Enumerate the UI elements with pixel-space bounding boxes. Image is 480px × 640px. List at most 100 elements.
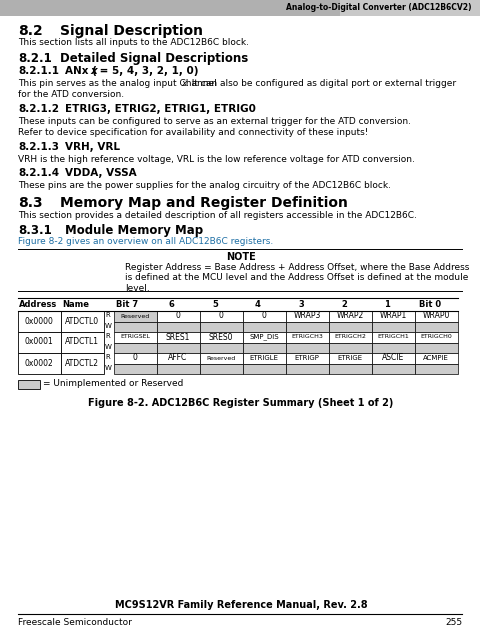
Text: VDDA, VSSA: VDDA, VSSA <box>65 168 136 178</box>
Bar <box>114 343 156 353</box>
Text: Bit 7: Bit 7 <box>116 300 138 309</box>
Text: Figure 8-2. ADC12B6C Register Summary (Sheet 1 of 2): Figure 8-2. ADC12B6C Register Summary (S… <box>88 398 393 408</box>
Text: R: R <box>105 312 109 318</box>
Bar <box>61 353 104 374</box>
Text: SRES0: SRES0 <box>208 333 233 342</box>
Bar <box>114 332 156 343</box>
Text: MC9S12VR Family Reference Manual, Rev. 2.8: MC9S12VR Family Reference Manual, Rev. 2… <box>114 600 367 610</box>
Bar <box>414 353 457 364</box>
Text: 3: 3 <box>298 300 303 309</box>
Text: Signal Description: Signal Description <box>60 24 203 38</box>
Bar <box>242 364 286 374</box>
Text: SRES1: SRES1 <box>166 333 190 342</box>
Text: These pins are the power supplies for the analog circuitry of the ADC12B6C block: These pins are the power supplies for th… <box>18 181 390 190</box>
Text: W: W <box>105 365 112 371</box>
Bar <box>371 322 414 332</box>
Text: 8.2: 8.2 <box>18 24 43 38</box>
Text: This section provides a detailed description of all registers accessible in the : This section provides a detailed descrip… <box>18 211 416 220</box>
Bar <box>200 322 242 332</box>
Text: . It can also be configured as digital port or external trigger: . It can also be configured as digital p… <box>186 79 455 88</box>
Bar <box>114 364 156 374</box>
Bar <box>242 311 286 322</box>
Bar <box>18 298 457 311</box>
Bar <box>156 343 200 353</box>
Text: 5: 5 <box>212 300 217 309</box>
Text: Register Address = Base Address + Address Offset, where the Base Address
is defi: Register Address = Base Address + Addres… <box>125 263 468 293</box>
Text: 8.2.1.3: 8.2.1.3 <box>18 142 59 152</box>
Text: ATDCTL2: ATDCTL2 <box>65 358 99 367</box>
Text: 0x0000: 0x0000 <box>24 317 53 326</box>
Bar <box>156 332 200 343</box>
Bar <box>114 311 156 322</box>
Bar <box>200 353 242 364</box>
Bar <box>242 353 286 364</box>
Bar <box>414 364 457 374</box>
Text: WRAP3: WRAP3 <box>293 312 320 321</box>
Text: 8.3: 8.3 <box>18 196 43 210</box>
Bar <box>156 322 200 332</box>
Bar <box>339 0 480 16</box>
Text: 0x0002: 0x0002 <box>24 358 53 367</box>
Bar <box>286 322 328 332</box>
Text: WRAP1: WRAP1 <box>379 312 406 321</box>
Text: x: x <box>180 79 186 88</box>
Text: ETRIGE: ETRIGE <box>337 355 362 361</box>
Text: ETRIGCH0: ETRIGCH0 <box>419 335 451 339</box>
Text: Module Memory Map: Module Memory Map <box>65 224 203 237</box>
Text: Bit 0: Bit 0 <box>418 300 440 309</box>
Text: 255: 255 <box>444 618 461 627</box>
Text: W: W <box>105 344 112 350</box>
Text: ATDCTL1: ATDCTL1 <box>65 337 99 346</box>
Text: 8.2.1.2: 8.2.1.2 <box>18 104 59 114</box>
Text: 6: 6 <box>168 300 175 309</box>
Bar <box>414 311 457 322</box>
Text: ETRIGCH2: ETRIGCH2 <box>334 335 365 339</box>
Bar <box>200 332 242 343</box>
Text: 0: 0 <box>175 312 180 321</box>
Text: 2: 2 <box>340 300 346 309</box>
Text: Name: Name <box>62 300 89 309</box>
Text: 0: 0 <box>132 353 137 362</box>
Bar <box>328 343 371 353</box>
Text: This pin serves as the analog input Channel: This pin serves as the analog input Chan… <box>18 79 219 88</box>
Text: 8.3.1: 8.3.1 <box>18 224 52 237</box>
Bar <box>114 353 156 364</box>
Bar <box>200 311 242 322</box>
Text: Analog-to-Digital Converter (ADC12B6CV2): Analog-to-Digital Converter (ADC12B6CV2) <box>286 3 471 13</box>
Text: ETRIGCH3: ETRIGCH3 <box>290 335 322 339</box>
Text: NOTE: NOTE <box>226 252 255 262</box>
Text: Figure 8-2 gives an overview on all ADC12B6C registers.: Figure 8-2 gives an overview on all ADC1… <box>18 237 273 246</box>
Text: AFFC: AFFC <box>168 353 187 362</box>
Bar <box>18 380 40 389</box>
Text: Reserved: Reserved <box>206 355 235 360</box>
Bar <box>0 0 480 16</box>
Bar <box>286 343 328 353</box>
Text: This section lists all inputs to the ADC12B6C block.: This section lists all inputs to the ADC… <box>18 38 249 47</box>
Text: 8.2.1: 8.2.1 <box>18 52 52 65</box>
Text: ASCIE: ASCIE <box>381 353 403 362</box>
Bar <box>328 332 371 343</box>
Text: for the ATD conversion.: for the ATD conversion. <box>18 90 124 99</box>
Bar <box>371 332 414 343</box>
Bar <box>328 353 371 364</box>
Text: ETRIGP: ETRIGP <box>294 355 319 361</box>
Bar <box>156 353 200 364</box>
Bar <box>286 364 328 374</box>
Bar <box>18 311 61 332</box>
Text: 0: 0 <box>261 312 266 321</box>
Bar <box>328 322 371 332</box>
Text: 4: 4 <box>254 300 260 309</box>
Bar <box>242 332 286 343</box>
Text: Detailed Signal Descriptions: Detailed Signal Descriptions <box>60 52 248 65</box>
Text: ATDCTL0: ATDCTL0 <box>65 317 99 326</box>
Bar <box>414 332 457 343</box>
Text: R: R <box>105 354 109 360</box>
Text: ACMPIE: ACMPIE <box>422 355 448 361</box>
Text: VRH, VRL: VRH, VRL <box>65 142 120 152</box>
Text: = Unimplemented or Reserved: = Unimplemented or Reserved <box>43 380 183 388</box>
Text: Reserved: Reserved <box>120 314 149 319</box>
Text: ANx (: ANx ( <box>65 66 96 76</box>
Bar <box>371 353 414 364</box>
Text: Refer to device specification for availability and connectivity of these inputs!: Refer to device specification for availa… <box>18 128 368 137</box>
Text: = 5, 4, 3, 2, 1, 0): = 5, 4, 3, 2, 1, 0) <box>96 66 198 76</box>
